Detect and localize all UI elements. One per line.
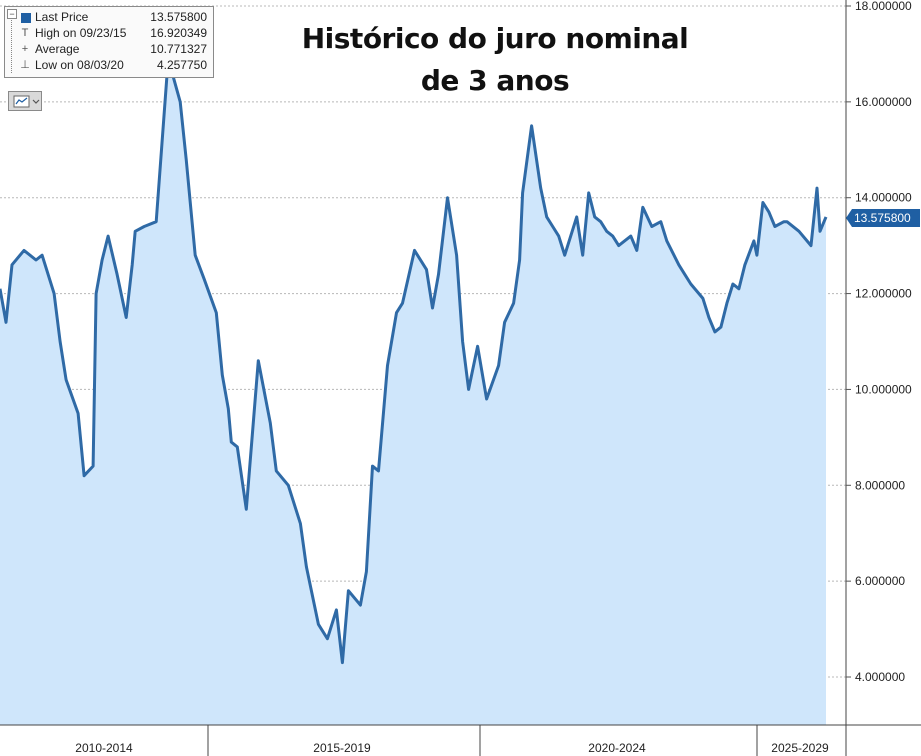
chart-title: Histórico do juro nominal de 3 anos <box>270 18 720 102</box>
last-price-tag-shape <box>846 209 920 228</box>
line-chart-icon <box>13 95 30 108</box>
y-tick-label: 18.000000 <box>855 0 912 13</box>
y-tick-label: 4.000000 <box>855 670 905 684</box>
legend: − Last Price 13.575800 T High on 09/23/1… <box>4 6 214 78</box>
last-price-tag-label: 13.575800 <box>854 211 911 225</box>
x-category-label: 2025-2029 <box>771 741 829 755</box>
title-line-2: de 3 anos <box>420 64 570 97</box>
legend-item-low: ⊥ Low on 08/03/20 4.257750 <box>20 58 207 72</box>
y-tick-label: 14.000000 <box>855 191 912 205</box>
last-price-tag: 13.575800 <box>846 209 920 228</box>
legend-item-last-price: Last Price 13.575800 <box>5 10 213 25</box>
x-category-label: 2020-2024 <box>588 741 646 755</box>
y-tick-label: 16.000000 <box>855 95 912 109</box>
square-swatch-icon <box>21 13 31 23</box>
legend-item-high: T High on 09/23/15 16.920349 <box>5 26 213 41</box>
high-marker-icon: T <box>21 27 29 39</box>
legend-item-average: + Average 10.771327 <box>5 42 213 57</box>
y-tick-label: 6.000000 <box>855 574 905 588</box>
x-category-label: 2015-2019 <box>313 741 371 755</box>
y-axis-ticks: 4.000000 6.000000 8.000000 10.000000 12.0000… <box>846 0 912 684</box>
collapse-icon[interactable]: − <box>7 9 17 19</box>
title-line-1: Histórico do juro nominal <box>301 22 689 55</box>
x-axis-categories: 2010-2014 2015-2019 2020-2024 2025-2029 <box>75 725 829 756</box>
price-series-line <box>0 57 828 665</box>
y-tick-label: 10.000000 <box>855 382 912 396</box>
area-fill <box>0 58 826 725</box>
y-tick-label: 12.000000 <box>855 287 912 301</box>
low-marker-icon: ⊥ <box>20 59 30 71</box>
x-category-label: 2010-2014 <box>75 741 133 755</box>
y-tick-label: 8.000000 <box>855 478 905 492</box>
average-marker-icon: + <box>21 43 29 55</box>
chart-type-button[interactable] <box>8 91 42 111</box>
chevron-down-icon <box>32 99 40 104</box>
